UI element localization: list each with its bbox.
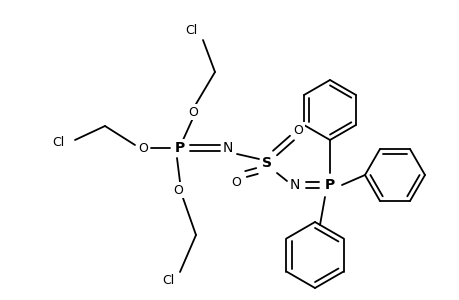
- Text: N: N: [289, 178, 300, 192]
- Text: Cl: Cl: [162, 274, 174, 286]
- Text: O: O: [188, 106, 197, 118]
- Text: Cl: Cl: [53, 136, 65, 148]
- Text: S: S: [262, 156, 271, 170]
- Text: Cl: Cl: [185, 23, 197, 37]
- Text: N: N: [222, 141, 233, 155]
- Text: P: P: [174, 141, 185, 155]
- Text: O: O: [292, 124, 302, 136]
- Text: O: O: [230, 176, 241, 190]
- Text: P: P: [324, 178, 335, 192]
- Text: O: O: [173, 184, 183, 196]
- Text: O: O: [138, 142, 148, 154]
